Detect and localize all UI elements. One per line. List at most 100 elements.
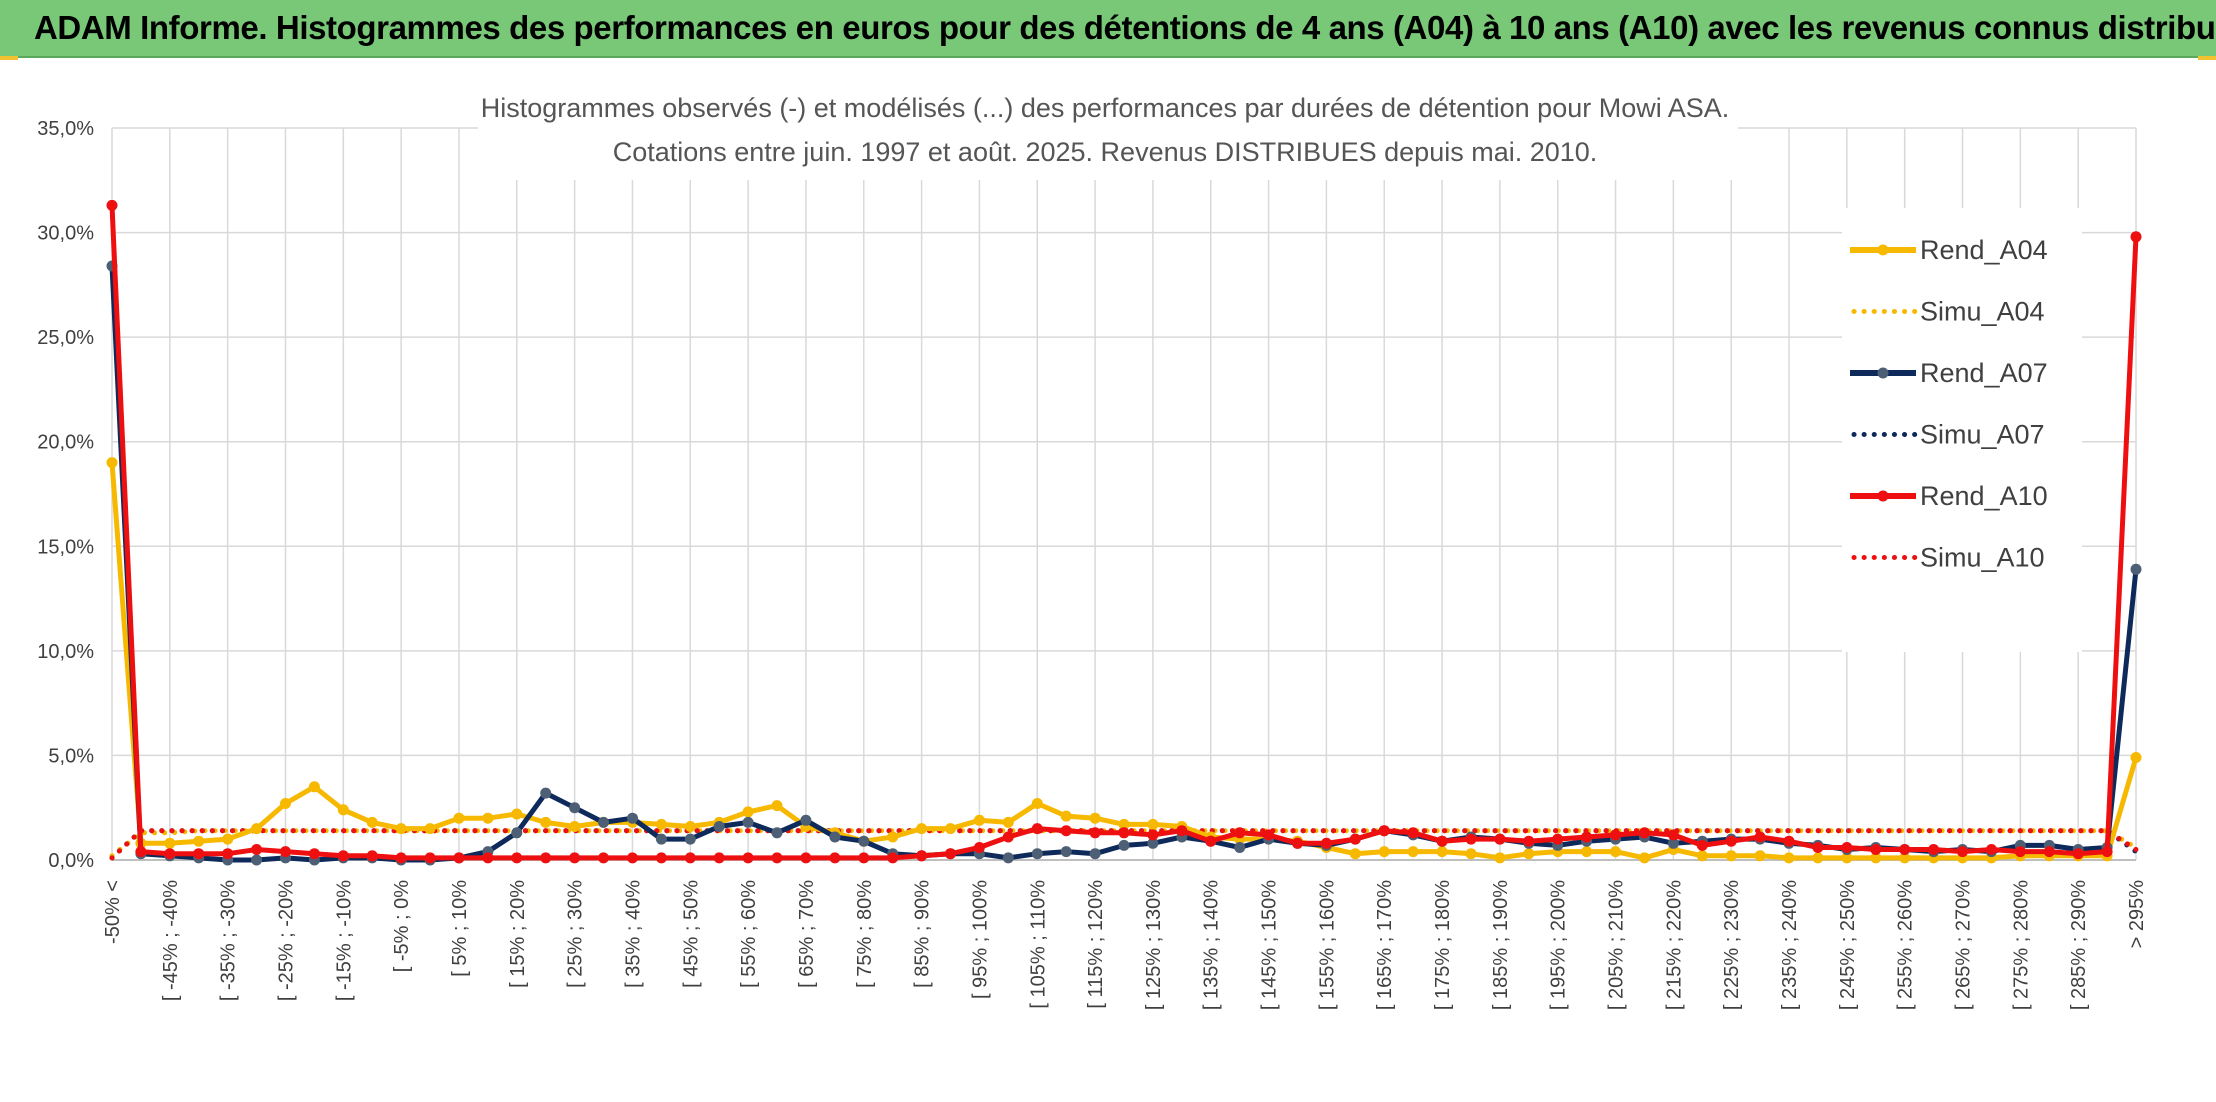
x-tick-label: [ 115% ; 120% [1085, 880, 1107, 1009]
x-tick-label: [ 65% ; 70% [796, 880, 818, 988]
data-point-Rend_A07 [829, 831, 841, 843]
x-tick-label: [ 245% ; 250% [1837, 880, 1859, 1010]
data-point-Rend_A10 [164, 848, 176, 860]
data-point-Rend_A04 [366, 816, 378, 828]
data-point-Rend_A10 [135, 846, 147, 858]
data-point-Rend_A10 [2043, 846, 2055, 858]
data-point-Rend_A10 [887, 852, 899, 864]
legend-item-Rend_A07: Rend_A07 [1850, 358, 2048, 388]
data-point-Rend_A04 [1870, 852, 1882, 864]
data-point-Rend_A04 [742, 806, 754, 818]
y-tick-label: 5,0% [48, 745, 94, 767]
y-tick-label: 30,0% [37, 223, 94, 245]
legend-label: Simu_A04 [1920, 297, 2045, 327]
data-point-Rend_A10 [684, 852, 696, 864]
x-tick-label: [ 135% ; 140% [1201, 880, 1223, 1010]
data-point-Rend_A10 [1696, 839, 1708, 851]
data-point-Rend_A10 [1783, 835, 1795, 847]
data-point-Rend_A04 [1349, 848, 1361, 860]
legend-label: Simu_A10 [1920, 543, 2045, 573]
data-point-Rend_A07 [655, 833, 667, 845]
histogram-chart: 0,0% 5,0% 10,0% 15,0% 20,0% 25,0% 30,0% 35,0% -… [37, 82, 2148, 1010]
data-point-Rend_A04 [1060, 810, 1072, 822]
data-point-Rend_A10 [858, 852, 870, 864]
legend-label: Rend_A10 [1920, 481, 2048, 511]
data-point-Rend_A04 [106, 457, 118, 469]
y-tick-label: 20,0% [37, 432, 94, 454]
x-tick-label: [ 5% ; 10% [449, 880, 471, 977]
data-point-Rend_A04 [1610, 846, 1621, 858]
legend-label: Simu_A07 [1920, 420, 2045, 450]
x-tick-label: [ 285% ; 290% [2068, 880, 2090, 1010]
y-axis: 0,0% 5,0% 10,0% 15,0% 20,0% 25,0% 30,0% 35,0% [37, 118, 94, 872]
legend-label: Rend_A07 [1920, 358, 2048, 388]
y-tick-label: 0,0% [48, 850, 94, 872]
data-point-Rend_A10 [1263, 829, 1275, 841]
data-point-Rend_A10 [1002, 831, 1014, 843]
data-point-Rend_A07 [684, 833, 696, 845]
data-point-Rend_A07 [1234, 842, 1246, 853]
data-point-Rend_A10 [598, 852, 609, 864]
data-point-Rend_A04 [569, 821, 581, 832]
data-point-Rend_A10 [1147, 829, 1159, 841]
data-point-Rend_A10 [1060, 825, 1072, 837]
series-line-Rend_A07 [109, 265, 2139, 863]
x-tick-label: [ 25% ; 30% [565, 880, 587, 988]
x-tick-label: [ 125% ; 130% [1143, 880, 1165, 1010]
x-tick-label: [ 85% ; 90% [912, 880, 934, 988]
data-point-Rend_A10 [1089, 827, 1101, 839]
data-point-Rend_A07 [742, 816, 754, 828]
data-point-Rend_A10 [1523, 835, 1535, 847]
data-point-Rend_A04 [1465, 848, 1477, 860]
data-point-Rend_A10 [829, 852, 841, 864]
data-point-Rend_A07 [540, 787, 552, 799]
data-point-Rend_A04 [1523, 848, 1535, 860]
data-point-Rend_A10 [1581, 831, 1593, 843]
data-point-Rend_A07 [511, 827, 523, 839]
data-point-Rend_A10 [424, 852, 436, 864]
data-point-Rend_A07 [1118, 839, 1130, 851]
x-tick-label: [ 215% ; 220% [1663, 880, 1685, 1010]
data-point-Rend_A04 [511, 808, 523, 820]
corner-accent-left [0, 56, 18, 60]
chart-subtitle: Cotations entre juin. 1997 et août. 2025… [613, 137, 1598, 167]
x-tick-label: [ 15% ; 20% [507, 880, 529, 988]
x-tick-label: [ 165% ; 170% [1374, 880, 1396, 1010]
data-point-Rend_A10 [1870, 844, 1882, 855]
x-tick-label: [ 105% ; 110% [1027, 880, 1049, 1009]
data-point-Rend_A10 [973, 842, 985, 853]
data-point-Rend_A07 [251, 854, 263, 866]
x-tick-label: [ 55% ; 60% [738, 880, 760, 988]
legend-label: Rend_A04 [1920, 235, 2048, 265]
header-banner: ADAM Informe. Histogrammes des performan… [0, 0, 2216, 58]
x-tick-label: [ 145% ; 150% [1259, 880, 1281, 1010]
data-point-Rend_A10 [395, 852, 407, 864]
series-line-Rend_A10 [109, 205, 2139, 861]
data-point-Rend_A10 [742, 852, 754, 864]
x-tick-label: [ 275% ; 280% [2010, 880, 2032, 1010]
legend-item-Simu_A04: Simu_A04 [1851, 297, 2045, 327]
data-point-Rend_A04 [453, 812, 465, 824]
x-tick-label: [ 225% ; 230% [1721, 880, 1743, 1010]
data-point-Rend_A10 [569, 852, 581, 864]
legend-marker [1877, 244, 1889, 256]
data-point-Rend_A10 [1349, 833, 1361, 845]
x-tick-label: [ -5% ; 0% [391, 880, 413, 972]
data-point-Rend_A04 [1147, 818, 1159, 830]
data-point-Rend_A10 [771, 852, 783, 864]
data-point-Rend_A10 [106, 199, 118, 211]
legend-item-Simu_A07: Simu_A07 [1851, 420, 2045, 450]
data-point-Rend_A10 [1841, 842, 1853, 853]
data-point-Rend_A10 [511, 852, 523, 864]
data-point-Rend_A10 [1957, 846, 1968, 858]
data-point-Rend_A10 [453, 852, 465, 864]
data-point-Rend_A07 [858, 835, 870, 847]
data-point-Rend_A10 [1725, 835, 1737, 847]
data-point-Rend_A10 [280, 846, 291, 858]
x-tick-label: [ 45% ; 50% [680, 880, 702, 988]
data-point-Rend_A04 [1407, 846, 1419, 858]
data-point-Rend_A04 [1581, 846, 1593, 858]
data-point-Rend_A10 [1118, 827, 1130, 839]
data-point-Rend_A07 [1147, 837, 1159, 849]
data-point-Rend_A10 [1407, 827, 1419, 839]
